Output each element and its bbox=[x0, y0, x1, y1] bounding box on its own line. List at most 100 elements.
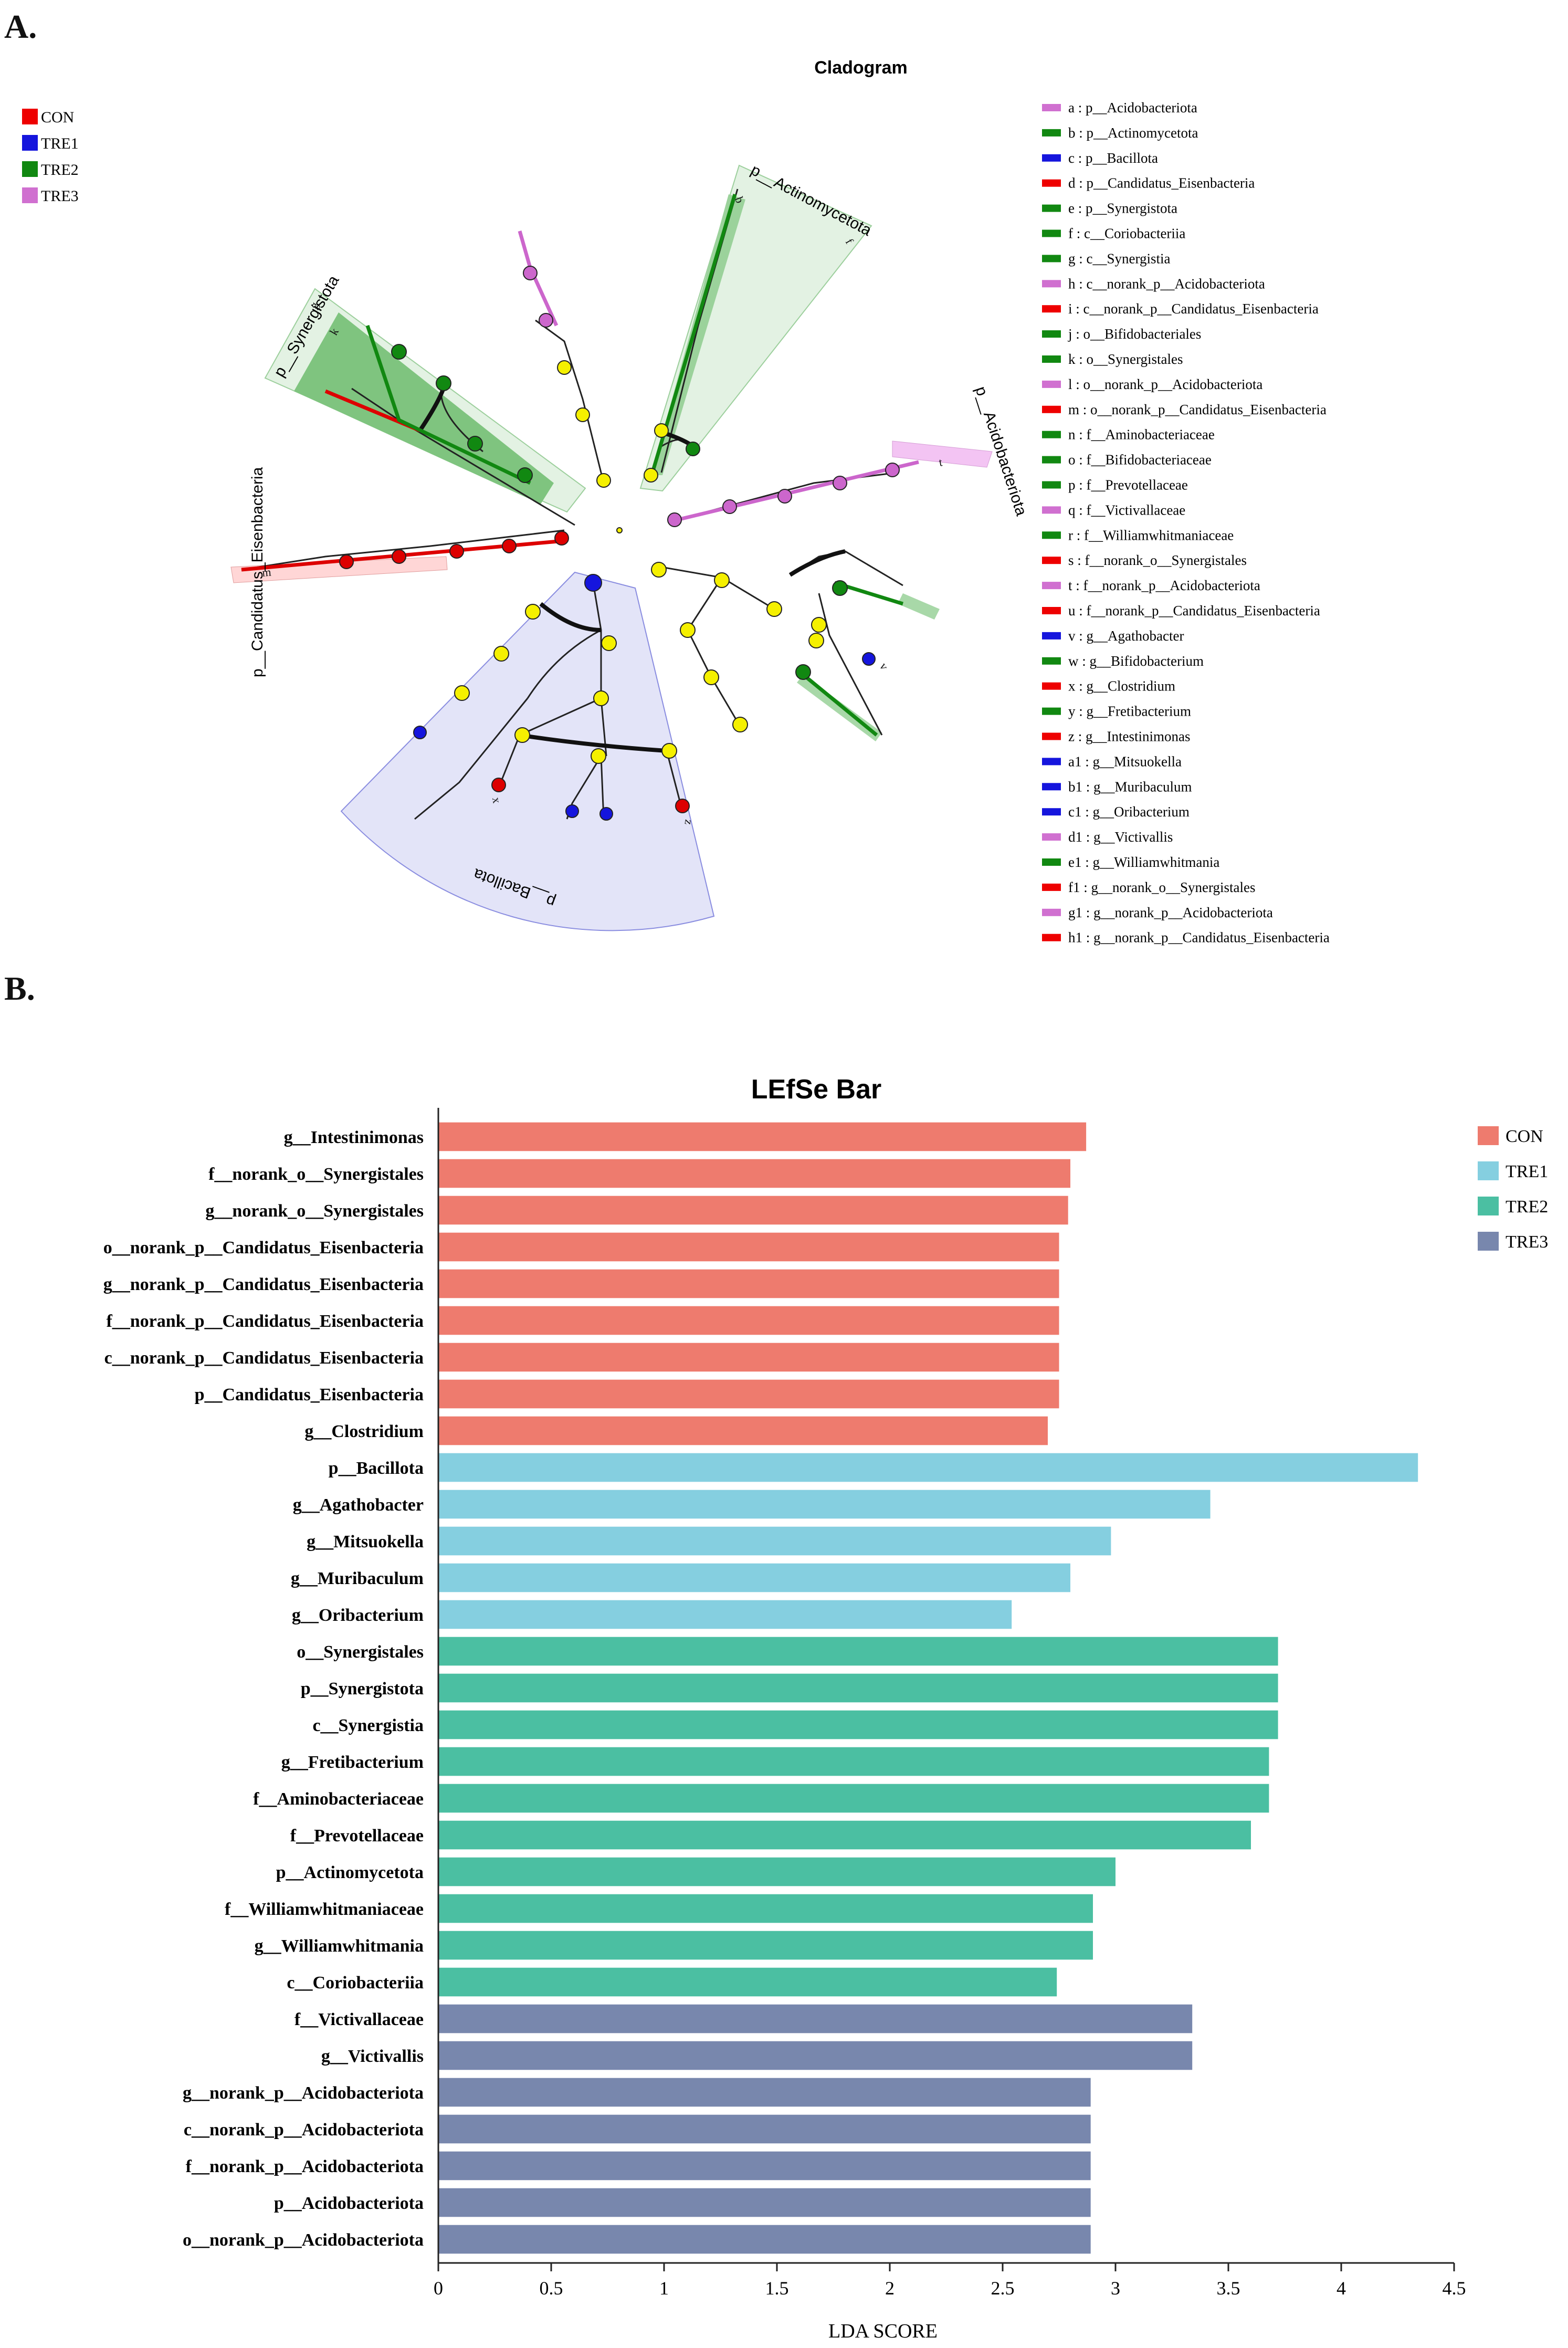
node bbox=[596, 473, 611, 488]
taxa-legend-swatch bbox=[1042, 330, 1061, 338]
node bbox=[502, 539, 517, 553]
node bbox=[525, 604, 541, 620]
taxa-legend-label: g : c__Synergistia bbox=[1068, 250, 1171, 266]
taxa-legend-label: c : p__Bacillota bbox=[1068, 150, 1158, 166]
node bbox=[449, 544, 464, 559]
bar bbox=[438, 2004, 1193, 2033]
bar bbox=[438, 1269, 1059, 1298]
bar bbox=[438, 1710, 1278, 1739]
bar bbox=[438, 1600, 1012, 1629]
lefse-title: LEfSe Bar bbox=[751, 1074, 882, 1105]
node bbox=[454, 685, 470, 701]
clade-sectors bbox=[230, 164, 993, 931]
bar bbox=[438, 1784, 1269, 1813]
node bbox=[703, 669, 719, 685]
sector-bacillota bbox=[340, 571, 715, 931]
category-label: f__Victivallaceae bbox=[294, 2010, 424, 2029]
category-label: c__Coriobacteriia bbox=[287, 1973, 424, 1993]
sector-synergistota-inner bbox=[294, 312, 554, 504]
taxa-legend-swatch bbox=[1042, 858, 1061, 866]
taxa-legend-label: u : f__norank_p__Candidatus_Eisenbacteri… bbox=[1068, 603, 1320, 619]
node-letter: m bbox=[261, 565, 271, 579]
node-letter: t bbox=[938, 455, 943, 469]
taxa-legend-swatch bbox=[1042, 531, 1061, 539]
bar bbox=[438, 1306, 1059, 1335]
legend-label-tre3: TRE3 bbox=[41, 187, 79, 205]
node bbox=[493, 646, 509, 662]
node bbox=[808, 633, 824, 648]
category-label: p__Candidatus_Eisenbacteria bbox=[195, 1385, 424, 1404]
category-label: o__Synergistales bbox=[297, 1642, 424, 1662]
category-label: f__Williamwhitmaniaceae bbox=[225, 1900, 424, 1919]
taxa-legend-swatch bbox=[1042, 154, 1061, 162]
bar-legend-swatch bbox=[1478, 1161, 1499, 1180]
taxa-legend-label: e : p__Synergistota bbox=[1068, 201, 1177, 216]
node bbox=[517, 467, 533, 483]
taxa-legend-swatch bbox=[1042, 506, 1061, 514]
bar bbox=[438, 1637, 1278, 1666]
node bbox=[436, 375, 451, 391]
category-label: g__Oribacterium bbox=[292, 1606, 424, 1625]
bar bbox=[438, 1379, 1059, 1409]
sector-cluster-green bbox=[898, 593, 940, 620]
category-label: f__Prevotellaceae bbox=[290, 1826, 424, 1846]
bar-legend-label: TRE3 bbox=[1506, 1232, 1548, 1252]
node bbox=[795, 664, 811, 680]
node bbox=[651, 562, 667, 578]
clade-label-eisenbacteria: p__Candidatus_Eisenbacteria bbox=[249, 467, 266, 677]
taxa-legend-swatch bbox=[1042, 255, 1061, 263]
node-letter-labels: b f g k m t v x z bbox=[261, 195, 943, 826]
node bbox=[557, 360, 572, 375]
cladogram-nodes bbox=[339, 266, 900, 821]
sector-acidobacteriota bbox=[892, 441, 993, 468]
x-tick-label: 4.5 bbox=[1443, 2278, 1466, 2299]
taxa-legend-label: x : g__Clostridium bbox=[1068, 678, 1175, 694]
category-label: f__Aminobacteriaceae bbox=[253, 1789, 424, 1809]
node bbox=[680, 622, 696, 638]
category-label: g__Agathobacter bbox=[293, 1495, 424, 1515]
taxa-legend-label: f1 : g__norank_o__Synergistales bbox=[1068, 879, 1255, 895]
taxa-legend-label: h1 : g__norank_p__Candidatus_Eisenbacter… bbox=[1068, 930, 1330, 946]
category-label: g__norank_p__Acidobacteriota bbox=[183, 2083, 424, 2103]
bar-legend-label: TRE2 bbox=[1506, 1197, 1548, 1217]
category-label: c__norank_p__Acidobacteriota bbox=[184, 2120, 424, 2140]
category-label: f__norank_o__Synergistales bbox=[208, 1165, 424, 1184]
node bbox=[491, 778, 506, 792]
taxa-legend-label: b : p__Actinomycetota bbox=[1068, 125, 1198, 141]
taxa-legend-swatch bbox=[1042, 305, 1061, 313]
y-axis-labels: g__Intestinimonas f__norank_o__Synergista… bbox=[103, 1128, 424, 2250]
bar-legend-swatch bbox=[1478, 1197, 1499, 1215]
x-tick-label: 2 bbox=[885, 2278, 895, 2299]
taxa-legend-label: b1 : g__Muribaculum bbox=[1068, 779, 1192, 794]
category-label: g__Victivallis bbox=[321, 2047, 424, 2066]
node bbox=[686, 442, 700, 456]
bar-legend-swatch bbox=[1478, 1126, 1499, 1145]
legend-swatch-tre1 bbox=[22, 135, 38, 151]
bar-legend-label: CON bbox=[1506, 1127, 1543, 1146]
category-label: p__Synergistota bbox=[301, 1679, 424, 1699]
taxa-legend-swatch bbox=[1042, 682, 1061, 690]
node bbox=[667, 512, 682, 527]
bar bbox=[438, 1490, 1211, 1519]
bar bbox=[438, 1232, 1059, 1262]
x-tick-label: 0.5 bbox=[540, 2278, 563, 2299]
taxa-legend-swatch bbox=[1042, 707, 1061, 715]
bar-legend: CON TRE1 TRE2 TRE3 bbox=[1478, 1126, 1548, 1252]
legend-swatch-con bbox=[22, 109, 38, 124]
taxa-legend-swatch bbox=[1042, 280, 1061, 288]
node bbox=[392, 549, 406, 564]
x-tick-label: 0 bbox=[434, 2278, 443, 2299]
taxa-legend-label: k : o__Synergistales bbox=[1068, 351, 1183, 367]
x-tick-label: 2.5 bbox=[991, 2278, 1015, 2299]
taxa-legend-label: h : c__norank_p__Acidobacteriota bbox=[1068, 276, 1265, 291]
node bbox=[523, 266, 538, 280]
bar bbox=[438, 1416, 1048, 1445]
taxa-legend-label: d : p__Candidatus_Eisenbacteria bbox=[1068, 175, 1255, 191]
legend-swatch-tre3 bbox=[22, 187, 38, 203]
taxa-legend-label: p : f__Prevotellaceae bbox=[1068, 477, 1188, 493]
node bbox=[732, 717, 748, 732]
category-label: c__Synergistia bbox=[312, 1716, 424, 1735]
bar bbox=[438, 1526, 1111, 1556]
taxa-legend-swatch bbox=[1042, 883, 1061, 891]
